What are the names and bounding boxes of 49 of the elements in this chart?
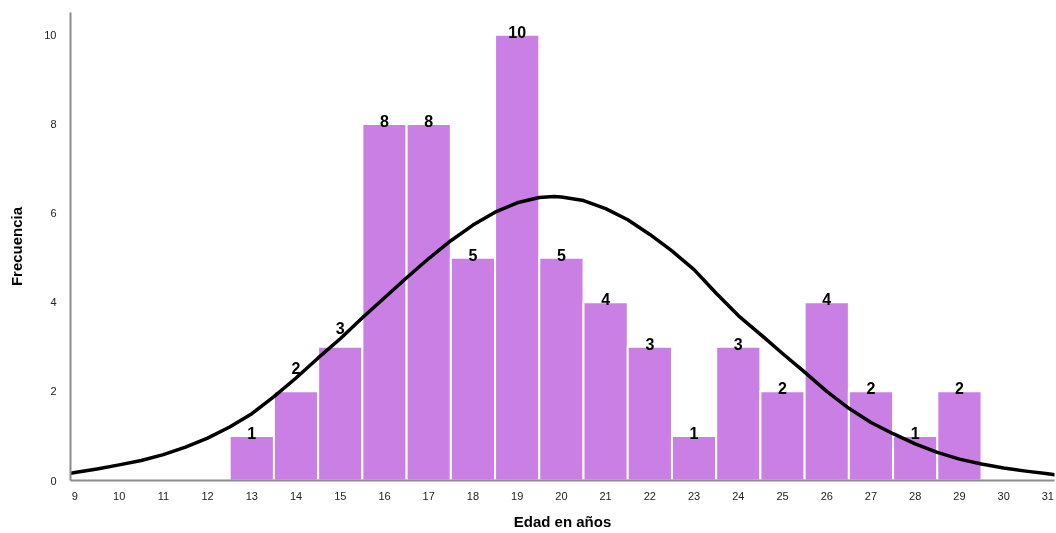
y-tick-label: 8 [50, 117, 57, 130]
x-tick-label: 10 [113, 489, 126, 502]
x-tick-label: 24 [732, 489, 745, 502]
x-tick-label: 29 [953, 489, 966, 502]
data-label: 1 [910, 424, 920, 442]
x-tick-label: 21 [599, 489, 612, 502]
data-label: 2 [291, 359, 301, 377]
data-label: 2 [866, 380, 876, 398]
data-label: 4 [822, 291, 832, 309]
x-tick-label: 25 [776, 489, 789, 502]
data-label: 2 [954, 380, 964, 398]
data-label: 3 [733, 335, 743, 353]
x-tick-label: 14 [289, 489, 303, 502]
x-tick-label: 9 [71, 489, 78, 502]
data-label: 10 [508, 23, 527, 41]
line-series [70, 194, 1055, 477]
data-label: 1 [689, 424, 699, 442]
x-axis-title: Edad en años [513, 512, 612, 530]
data-label: 8 [424, 112, 434, 130]
x-tick-label: 18 [466, 489, 480, 502]
x-tick-label: 11 [157, 489, 170, 502]
x-tick-label: 26 [820, 489, 833, 502]
data-label: 4 [601, 291, 611, 309]
x-tick-label: 16 [378, 489, 391, 502]
data-label: 5 [556, 246, 566, 264]
data-label: 8 [380, 112, 390, 130]
x-tick-label: 22 [643, 489, 656, 502]
data-label: 2 [778, 380, 788, 398]
x-tick-label: 31 [1041, 489, 1054, 502]
data-label: 5 [468, 246, 478, 264]
x-tick-label: 19 [511, 489, 524, 502]
x-tick-label: 27 [864, 489, 878, 502]
y-tick-label: 6 [50, 207, 57, 220]
data-label: 3 [335, 320, 345, 338]
x-tick-label: 23 [687, 489, 701, 502]
y-axis-title: Frecuencia [8, 206, 26, 287]
y-tick-label: 10 [44, 28, 57, 41]
y-tick-label: 2 [50, 385, 57, 398]
y-tick-label: 0 [50, 474, 57, 487]
x-tick-label: 12 [201, 489, 214, 502]
x-tick-label: 15 [334, 489, 347, 502]
data-label: 3 [645, 335, 655, 353]
data-label: 1 [247, 424, 257, 442]
x-tick-label: 20 [555, 489, 568, 502]
y-tick-label: 4 [50, 296, 57, 309]
x-tick-label: 30 [997, 489, 1010, 502]
x-tick-label: 13 [245, 489, 258, 502]
x-tick-label: 28 [909, 489, 922, 502]
x-tick-label: 17 [422, 489, 435, 502]
